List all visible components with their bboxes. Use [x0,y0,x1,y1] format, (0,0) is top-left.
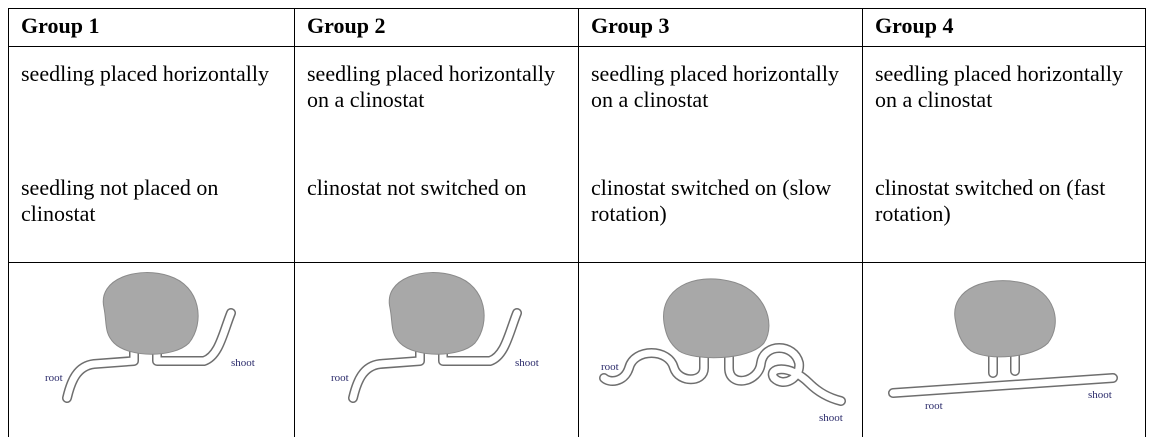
diagram: root shoot [45,272,255,403]
border [294,8,295,437]
diagram-label: shoot [515,357,539,369]
header-cell: Group 4 [875,13,954,38]
border [1145,8,1146,437]
border [8,262,1146,263]
header-cell: Group 3 [591,13,670,38]
diagram: root shoot [331,272,539,403]
diagram: root shoot [888,280,1118,412]
diagram-label: shoot [819,412,843,424]
diagram: root shoot [599,278,846,424]
cell-text: seedling placed horizontally [21,61,270,86]
header-cell: Group 2 [307,13,386,38]
cell-text: seedling not placed on clinostat [21,175,219,226]
cell-text: seedling placed horizontally on a clinos… [307,61,556,112]
diagram-label: root [331,372,349,384]
border [8,8,1146,9]
header-cell: Group 1 [21,13,100,38]
diagram-label: root [45,372,63,384]
diagram-label: shoot [1088,389,1112,401]
cell-text: clinostat not switched on [307,175,527,200]
border [578,8,579,437]
diagram-label: root [601,361,619,373]
border [8,46,1146,47]
cell-text: clinostat switched on (slow rotation) [591,175,832,226]
border [862,8,863,437]
cell-text: seedling placed horizontally on a clinos… [875,61,1124,112]
cell-text: seedling placed horizontally on a clinos… [591,61,840,112]
border [8,8,9,437]
diagram-label: shoot [231,357,255,369]
cell-text: clinostat switched on (fast rotation) [875,175,1106,226]
diagram-label: root [925,400,943,412]
